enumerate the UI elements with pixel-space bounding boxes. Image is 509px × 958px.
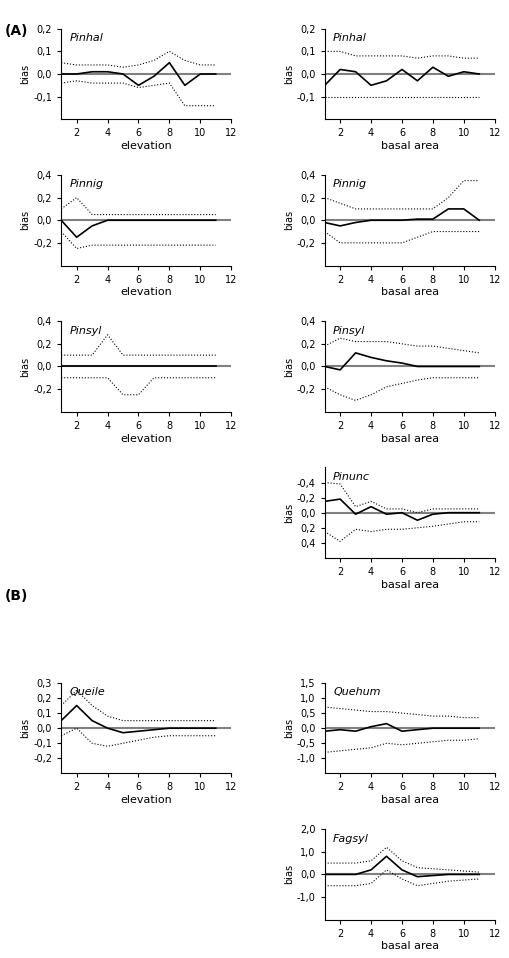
Text: Pinnig: Pinnig [332, 179, 366, 190]
Text: Pinhal: Pinhal [70, 34, 103, 43]
X-axis label: basal area: basal area [380, 580, 438, 590]
X-axis label: elevation: elevation [120, 141, 172, 151]
Text: Pinunc: Pinunc [332, 472, 370, 482]
Y-axis label: bias: bias [284, 356, 293, 376]
Y-axis label: bias: bias [20, 64, 31, 84]
X-axis label: elevation: elevation [120, 434, 172, 444]
Text: (A): (A) [5, 24, 29, 38]
Y-axis label: bias: bias [284, 64, 294, 84]
X-axis label: basal area: basal area [380, 434, 438, 444]
Text: Pinsyl: Pinsyl [70, 326, 102, 335]
Y-axis label: bias: bias [284, 210, 293, 230]
Text: (B): (B) [5, 589, 29, 604]
Y-axis label: bias: bias [20, 356, 31, 376]
Y-axis label: bias: bias [284, 718, 293, 739]
X-axis label: basal area: basal area [380, 141, 438, 151]
Y-axis label: bias: bias [20, 718, 31, 739]
Text: Queile: Queile [70, 688, 105, 697]
Text: Pinhal: Pinhal [332, 34, 366, 43]
X-axis label: basal area: basal area [380, 795, 438, 806]
X-axis label: basal area: basal area [380, 287, 438, 297]
X-axis label: elevation: elevation [120, 287, 172, 297]
Text: Fagsyl: Fagsyl [332, 833, 369, 844]
Text: Pinsyl: Pinsyl [332, 326, 365, 335]
Text: Pinnig: Pinnig [70, 179, 104, 190]
Y-axis label: bias: bias [284, 503, 293, 523]
X-axis label: basal area: basal area [380, 942, 438, 951]
Text: Quehum: Quehum [332, 688, 380, 697]
Y-axis label: bias: bias [284, 864, 294, 884]
Y-axis label: bias: bias [20, 210, 31, 230]
X-axis label: elevation: elevation [120, 795, 172, 806]
